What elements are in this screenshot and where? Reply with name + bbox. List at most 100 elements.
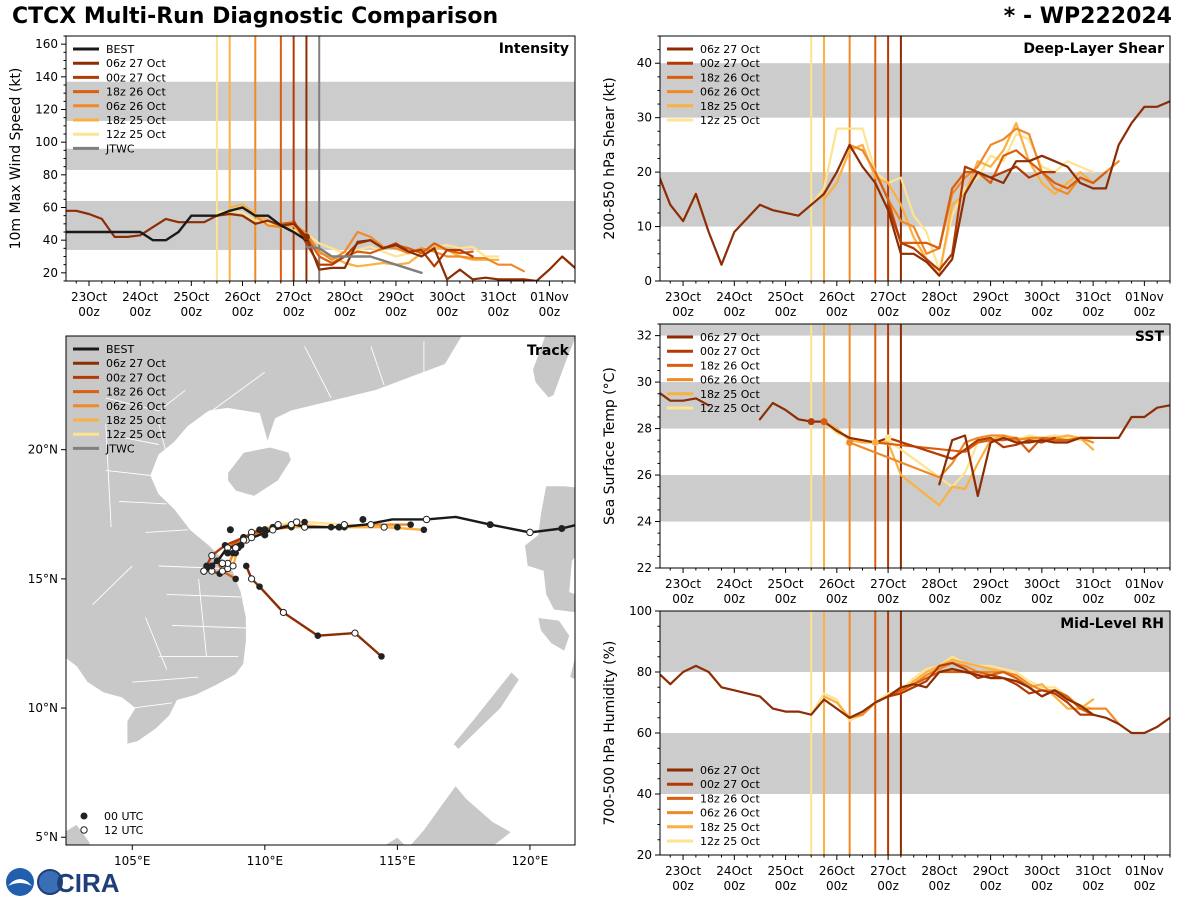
province-border	[198, 578, 207, 657]
track-point-00utc	[301, 518, 308, 526]
x-tick-label: 27Oct	[276, 290, 312, 304]
legend-label: 06z 27 Oct	[106, 57, 166, 70]
band-intensity	[66, 148, 575, 170]
x-tick-label: 00z	[1031, 592, 1053, 606]
land-mindoro	[537, 617, 571, 652]
y-tick-label: 24	[637, 515, 652, 529]
province-border	[145, 529, 188, 533]
y-axis-label: 700-500 hPa Humidity (%)	[602, 641, 618, 826]
panel-shear: 23Oct00z24Oct00z25Oct00z26Oct00z27Oct00z…	[602, 35, 1171, 319]
panel-title: SST	[1135, 329, 1165, 345]
best-point-12utc	[247, 533, 256, 542]
x-tick-label: 25Oct	[768, 864, 804, 878]
track-point-12utc	[208, 552, 216, 560]
x-tick-label: 115°E	[379, 854, 416, 868]
land-hainan	[227, 446, 292, 497]
x-tick-label: 00z	[724, 592, 746, 606]
x-tick-label: 00z	[129, 305, 151, 319]
province-border	[211, 371, 266, 412]
legend-label: 06z 27 Oct	[700, 764, 760, 777]
x-tick-label: 00z	[672, 305, 694, 319]
x-tick-label: 31Oct	[480, 290, 516, 304]
x-tick-label: 00z	[1134, 592, 1156, 606]
province-border	[304, 346, 332, 399]
page-title: CTCX Multi-Run Diagnostic Comparison	[12, 4, 499, 29]
land-palawan	[452, 671, 520, 750]
track-point-00utc	[314, 632, 322, 640]
analysis-point	[302, 233, 310, 241]
x-tick-label: 110°E	[247, 854, 284, 868]
x-tick-label: 23Oct	[665, 864, 701, 878]
y-tick-label: 10°N	[28, 701, 58, 715]
legend-label: 12z 25 Oct	[700, 114, 760, 127]
best-point-00utc	[261, 531, 269, 539]
best-point-00utc	[335, 523, 343, 531]
legend-label: BEST	[106, 343, 134, 356]
legend-label: 12z 25 Oct	[106, 428, 166, 441]
track-point-00utc	[213, 557, 221, 565]
legend-label: 00z 27 Oct	[700, 778, 760, 791]
x-tick-label: 00z	[436, 305, 458, 319]
legend-label: 18z 25 Oct	[700, 388, 760, 401]
axes-frame	[659, 323, 1171, 569]
y-tick-label: 60	[637, 726, 652, 740]
x-tick-label: 24Oct	[716, 864, 752, 878]
x-tick-label: 28Oct	[921, 864, 957, 878]
legend-label: 00z 27 Oct	[106, 371, 166, 384]
y-tick-label: 80	[637, 665, 652, 679]
x-tick-label: 00z	[539, 305, 561, 319]
x-tick-label: 27Oct	[870, 577, 906, 591]
legend-label: 18z 25 Oct	[700, 100, 760, 113]
marker-legend-00utc-icon	[80, 812, 88, 820]
province-border	[105, 423, 112, 528]
y-tick-label: 40	[43, 233, 58, 247]
province-border	[105, 389, 186, 412]
y-axis-label: Sea Surface Temp (°C)	[602, 367, 618, 525]
panel-title: Intensity	[499, 41, 569, 57]
band-rh	[660, 733, 1170, 794]
band-sst	[660, 475, 1170, 522]
province-border	[118, 436, 159, 445]
x-tick-label: 00z	[775, 305, 797, 319]
run-line-00z-27	[887, 165, 1056, 272]
run-line-06z-26	[848, 127, 1120, 255]
best-point-12utc	[200, 567, 208, 575]
x-tick-label: 105°E	[114, 854, 151, 868]
legend-label: BEST	[106, 43, 134, 56]
x-tick-label: 00z	[181, 305, 203, 319]
band-rh	[660, 611, 1170, 672]
x-tick-label: 31Oct	[1075, 577, 1111, 591]
x-tick-label: 26Oct	[819, 577, 855, 591]
x-tick-label: 00z	[1031, 305, 1053, 319]
panel-track: 105°E 110°E 115°E 120°E 5°N 10°N 15°N 20°N Track…	[28, 335, 576, 868]
legend-label: JTWC	[105, 442, 135, 455]
band-sst	[660, 324, 1170, 336]
land-malaysia	[66, 823, 91, 845]
x-tick-label: 01Nov	[1125, 864, 1164, 878]
x-tick-label: 01Nov	[1125, 290, 1164, 304]
x-tick-label: 31Oct	[1075, 290, 1111, 304]
x-tick-label: 00z	[672, 879, 694, 893]
legend-label: 18z 26 Oct	[700, 792, 760, 805]
track-point-12utc	[279, 608, 287, 617]
legend-label: 12z 25 Oct	[700, 835, 760, 848]
analysis-point	[871, 439, 879, 447]
best-point-12utc	[292, 518, 301, 526]
best-point-00utc	[486, 521, 494, 529]
run-line-12z-25	[810, 127, 1095, 272]
x-tick-label: 24Oct	[716, 290, 752, 304]
y-tick-label: 22	[637, 561, 652, 575]
x-tick-label: 25Oct	[768, 290, 804, 304]
analysis-point	[820, 418, 828, 426]
province-border	[92, 565, 133, 606]
x-tick-label: 00z	[877, 305, 899, 319]
track-point-00utc	[232, 549, 239, 557]
x-tick-label: 26Oct	[224, 290, 260, 304]
y-tick-label: 160	[35, 37, 58, 51]
x-tick-label: 30Oct	[429, 290, 465, 304]
x-tick-label: 30Oct	[1024, 864, 1060, 878]
run-line-06z-27	[660, 664, 1170, 735]
track-point-00utc	[420, 526, 428, 534]
